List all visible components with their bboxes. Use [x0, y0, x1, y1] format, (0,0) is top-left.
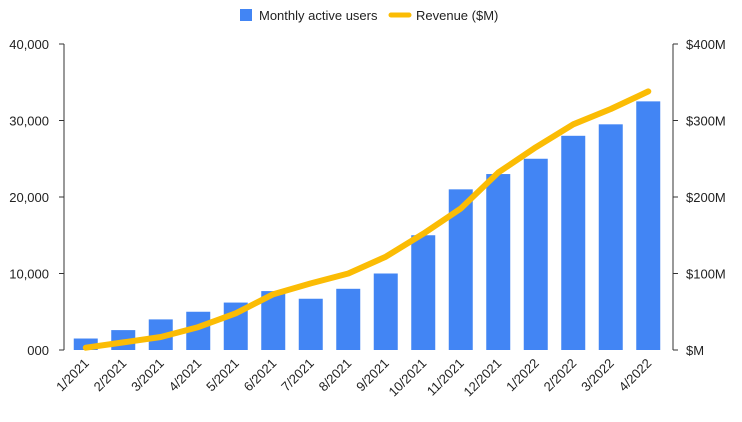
right-y-axis: $M $100M $200M $300M $400M	[672, 37, 726, 358]
legend: Monthly active users Revenue ($M)	[240, 8, 498, 23]
legend-swatch-bars	[240, 9, 252, 21]
right-tick-label: $100M	[686, 267, 726, 282]
x-tick-label: 11/2021	[424, 356, 467, 399]
x-tick-label: 4/2021	[166, 356, 205, 395]
bar	[373, 273, 398, 350]
x-axis: 1/20212/20213/20214/20215/20216/20217/20…	[53, 356, 654, 400]
bar-series	[73, 101, 661, 350]
x-tick-label: 2/2021	[91, 356, 130, 395]
line-series	[82, 88, 652, 351]
left-tick-label: 40,000	[9, 37, 49, 52]
x-tick-label: 10/2021	[386, 356, 430, 400]
left-tick-label: 30,000	[9, 114, 49, 129]
x-tick-label: 2/2022	[541, 356, 580, 395]
bar	[73, 338, 98, 350]
bar	[523, 158, 548, 350]
left-y-axis: 000 10,000 20,000 30,000 40,000	[9, 37, 65, 358]
left-tick-label: 20,000	[9, 190, 49, 205]
legend-label-bars: Monthly active users	[259, 8, 378, 23]
x-tick-label: 3/2021	[128, 356, 167, 395]
x-tick-label: 4/2022	[616, 356, 655, 395]
right-tick-label: $200M	[686, 190, 726, 205]
left-tick-label: 000	[27, 343, 49, 358]
bar	[486, 174, 511, 350]
x-tick-label: 1/2021	[53, 356, 92, 395]
bar	[411, 235, 436, 350]
legend-label-line: Revenue ($M)	[416, 8, 498, 23]
x-tick-label: 7/2021	[278, 356, 317, 395]
bar	[298, 298, 323, 350]
revenue-line	[82, 88, 652, 351]
right-tick-label: $300M	[686, 114, 726, 129]
bar	[561, 135, 586, 350]
right-tick-label: $M	[686, 343, 704, 358]
left-tick-label: 10,000	[9, 267, 49, 282]
x-tick-label: 6/2021	[241, 356, 280, 395]
bar	[336, 288, 361, 350]
x-tick-label: 3/2022	[578, 356, 617, 395]
bar	[636, 101, 661, 350]
x-tick-label: 8/2021	[316, 356, 355, 395]
right-tick-label: $400M	[686, 37, 726, 52]
bar	[598, 124, 623, 350]
x-tick-label: 1/2022	[503, 356, 542, 395]
x-tick-label: 12/2021	[461, 356, 505, 400]
x-tick-label: 5/2021	[203, 356, 242, 395]
